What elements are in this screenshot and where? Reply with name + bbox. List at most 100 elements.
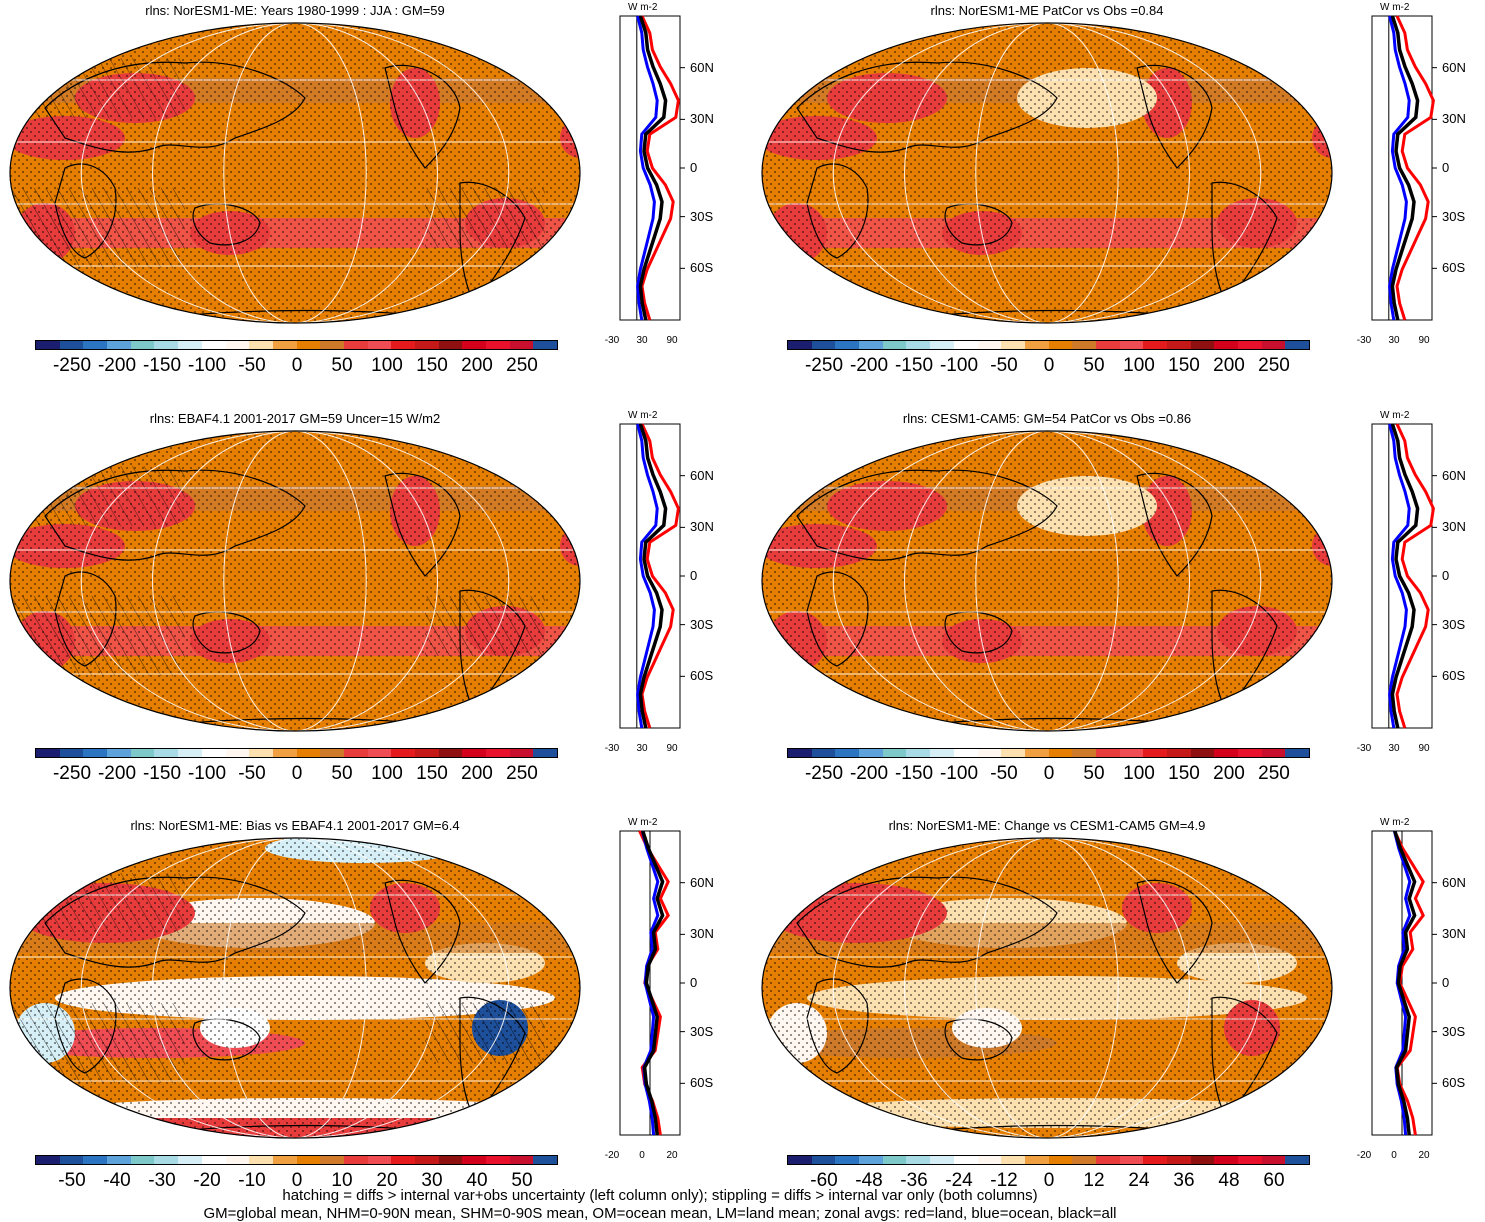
zonal-unit-label: W m-2 — [1380, 817, 1410, 828]
colorbar-swatch — [1167, 1156, 1191, 1164]
colorbar-swatch — [343, 749, 368, 757]
colorbar-swatch — [83, 749, 108, 757]
colorbar-tick-label: 0 — [1043, 763, 1055, 784]
colorbar-tick-label: 60 — [1263, 1170, 1285, 1191]
colorbar-tick-label: -200 — [97, 763, 137, 784]
colorbar-tick-label: -24 — [945, 1170, 973, 1191]
zonal-x-tick-label: 20 — [1418, 1150, 1430, 1161]
colorbar-tick-label: -250 — [52, 763, 92, 784]
colorbar-swatch — [462, 341, 487, 349]
colorbar-swatch — [882, 341, 907, 349]
colorbar-swatch — [249, 1156, 273, 1164]
colorbar-tick-label: 150 — [416, 355, 448, 376]
colorbar-swatch — [533, 1156, 558, 1164]
latitude-tick-label: 30S — [690, 208, 714, 224]
colorbar-labels: -250 -200 -150 -100 -50 0 50 100 150 200 250 — [787, 355, 1310, 379]
colorbar-swatch — [1238, 341, 1262, 349]
world-map — [761, 837, 1333, 1139]
zonal-unit-label: W m-2 — [628, 817, 658, 828]
colorbar-tick-label: 100 — [371, 355, 403, 376]
colorbar — [35, 1155, 558, 1165]
colorbar — [35, 340, 558, 350]
colorbar-swatch — [811, 749, 836, 757]
map-title: rlns: NorESM1-ME: Years 1980-1999 : JJA … — [145, 3, 445, 18]
colorbar-tick-label: 0 — [291, 763, 303, 784]
colorbar-swatch — [1285, 749, 1310, 757]
colorbar-swatch — [1119, 341, 1144, 349]
zonal-x-tick-label: 20 — [666, 1150, 678, 1161]
colorbar-tick-label: -50 — [238, 355, 266, 376]
colorbar-tick-label: 40 — [466, 1170, 488, 1191]
colorbar-tick-label: -100 — [187, 763, 227, 784]
latitude-tick-label: 30S — [1442, 1023, 1466, 1039]
zonal-x-tick-label: -30 — [604, 335, 620, 346]
world-map — [9, 430, 581, 732]
colorbar-swatch — [953, 1156, 978, 1164]
zonal-x-tick-label: 30 — [636, 743, 648, 754]
zonal-average-plot — [619, 423, 685, 729]
colorbar-swatch — [272, 341, 297, 349]
colorbar-tick-label: -150 — [894, 355, 934, 376]
colorbar-swatch — [391, 749, 415, 757]
colorbar-swatch — [272, 749, 297, 757]
colorbar-tick-label: 250 — [506, 355, 538, 376]
zonal-x-tick-label: 30 — [1388, 743, 1400, 754]
colorbar-tick-label: 100 — [1123, 763, 1155, 784]
colorbar-tick-label: -250 — [804, 763, 844, 784]
colorbar-swatch — [201, 749, 226, 757]
colorbar-swatch — [249, 749, 273, 757]
colorbar-swatch — [835, 749, 860, 757]
colorbar-swatch — [486, 341, 510, 349]
colorbar-swatch — [154, 749, 179, 757]
colorbar-tick-label: -50 — [238, 763, 266, 784]
zonal-x-tick-label: 30 — [636, 335, 648, 346]
colorbar — [787, 1155, 1310, 1165]
colorbar-swatch — [1072, 1156, 1096, 1164]
latitude-tick-label: 30N — [690, 519, 714, 535]
zonal-x-tick-label: -20 — [1356, 1150, 1372, 1161]
colorbar-tick-label: 250 — [1258, 355, 1290, 376]
colorbar-swatch — [906, 1156, 931, 1164]
colorbar-tick-label: -20 — [193, 1170, 221, 1191]
world-map — [9, 22, 581, 324]
zonal-x-tick-label: 90 — [1418, 335, 1430, 346]
latitude-tick-label: 60N — [1442, 874, 1466, 890]
colorbar-labels: -250 -200 -150 -100 -50 0 50 100 150 200 250 — [787, 763, 1310, 787]
map-panel: rlns: NorESM1-ME PatCor vs Obs =0.84 -250… — [752, 0, 1485, 400]
colorbar-swatch — [1143, 341, 1167, 349]
colorbar-tick-label: 0 — [1043, 355, 1055, 376]
colorbar-swatch — [367, 749, 392, 757]
colorbar-swatch — [296, 749, 321, 757]
latitude-tick-label: 60N — [690, 874, 714, 890]
zonal-average-plot — [619, 830, 685, 1136]
colorbar-swatch — [1024, 1156, 1049, 1164]
colorbar-swatch — [1261, 341, 1286, 349]
colorbar-swatch — [1072, 749, 1096, 757]
zonal-unit-label: W m-2 — [628, 410, 658, 421]
colorbar-tick-label: -100 — [187, 355, 227, 376]
colorbar-swatch — [225, 1156, 250, 1164]
colorbar-tick-label: 48 — [1218, 1170, 1240, 1191]
colorbar-swatch — [1285, 341, 1310, 349]
colorbar-tick-label: -150 — [894, 763, 934, 784]
colorbar-swatch — [486, 749, 510, 757]
colorbar-swatch — [391, 341, 415, 349]
colorbar-swatch — [533, 341, 558, 349]
colorbar-swatch — [1048, 749, 1073, 757]
latitude-tick-label: 60S — [1442, 260, 1466, 276]
latitude-tick-label: 0 — [1442, 160, 1450, 175]
colorbar-tick-label: 50 — [511, 1170, 533, 1191]
colorbar-tick-label: -200 — [849, 763, 889, 784]
colorbar-tick-label: -36 — [900, 1170, 928, 1191]
colorbar-tick-label: -50 — [58, 1170, 86, 1191]
colorbar-tick-label: -100 — [939, 763, 979, 784]
colorbar-tick-label: 150 — [1168, 763, 1200, 784]
zonal-unit-label: W m-2 — [1380, 410, 1410, 421]
colorbar-swatch — [1143, 1156, 1167, 1164]
colorbar-swatch — [1214, 341, 1239, 349]
map-title: rlns: EBAF4.1 2001-2017 GM=59 Uncer=15 W… — [149, 411, 441, 426]
colorbar-swatch — [415, 749, 439, 757]
zonal-x-tick-label: 30 — [1388, 335, 1400, 346]
colorbar — [35, 748, 558, 758]
colorbar-swatch — [486, 1156, 510, 1164]
